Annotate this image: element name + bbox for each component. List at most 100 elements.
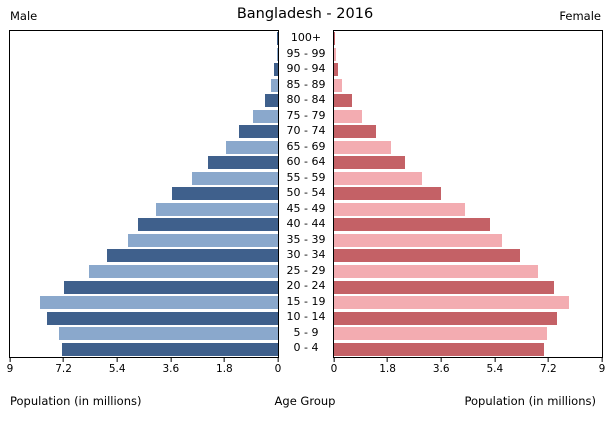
age-group-label-75-79: 75 - 79 <box>286 108 326 122</box>
age-group-label-5-9: 5 - 9 <box>293 325 319 339</box>
female-bar-row-100plus <box>334 31 602 47</box>
female-bar-row-5-9 <box>334 326 602 342</box>
age-group-label-0-4: 0 - 4 <box>293 341 319 355</box>
tick-0: 0 <box>274 358 282 375</box>
female-axes-panel <box>333 30 603 358</box>
female-bar-0-4 <box>334 342 544 356</box>
male-bar-30-34 <box>106 249 278 263</box>
male-header-label: Male <box>10 9 38 23</box>
male-bar-row-45-49 <box>10 202 278 218</box>
female-bar-40-44 <box>334 218 491 232</box>
female-bar-80-84 <box>334 94 352 108</box>
male-bar-85-89 <box>271 78 278 92</box>
male-bar-row-40-44 <box>10 217 278 233</box>
female-bar-70-74 <box>334 125 376 139</box>
tick-mark <box>9 358 11 362</box>
tick-label: 3.6 <box>162 363 180 375</box>
male-bar-row-60-64 <box>10 155 278 171</box>
age-group-label-65-69: 65 - 69 <box>286 139 326 153</box>
age-group-label-85-89: 85 - 89 <box>286 77 326 91</box>
male-bar-row-15-19 <box>10 295 278 311</box>
age-group-label-60-64: 60 - 64 <box>286 155 326 169</box>
female-x-axis-ticks: 0 1.8 3.6 5.4 7.2 9 <box>330 358 605 378</box>
tick-label: 7.2 <box>540 363 557 375</box>
male-bar-row-100plus <box>10 31 278 47</box>
male-bar-row-90-94 <box>10 62 278 78</box>
female-bar-row-40-44 <box>334 217 602 233</box>
age-group-label-100plus: 100+ <box>290 31 322 44</box>
female-bar-65-69 <box>334 140 391 154</box>
female-bar-row-85-89 <box>334 78 602 94</box>
male-bar-row-70-74 <box>10 124 278 140</box>
male-bar-row-80-84 <box>10 93 278 109</box>
female-bar-row-55-59 <box>334 171 602 187</box>
female-bar-row-10-14 <box>334 310 602 326</box>
tick-mark <box>116 358 118 362</box>
female-bar-25-29 <box>334 264 538 278</box>
age-group-label-30-34: 30 - 34 <box>286 248 326 262</box>
male-bar-90-94 <box>274 63 278 77</box>
tick-label: 5.4 <box>486 363 504 375</box>
tick-label: 9 <box>6 363 14 375</box>
male-bar-0-4 <box>62 342 278 356</box>
male-x-axis-ticks: 9 7.2 5.4 3.6 1.8 0 <box>6 358 281 378</box>
female-bar-row-45-49 <box>334 202 602 218</box>
male-bar-25-29 <box>88 264 278 278</box>
tick-mark <box>387 358 389 362</box>
age-group-label-95-99: 95 - 99 <box>286 46 326 60</box>
female-bar-row-80-84 <box>334 93 602 109</box>
male-bar-row-55-59 <box>10 171 278 187</box>
tick-mark <box>601 358 603 362</box>
tick-label: 0 <box>274 363 282 375</box>
female-bar-row-65-69 <box>334 140 602 156</box>
female-header-label: Female <box>559 9 601 23</box>
tick-7.2: 7.2 <box>55 358 72 375</box>
female-bar-30-34 <box>334 249 521 263</box>
male-bar-row-85-89 <box>10 78 278 94</box>
tick-7.2: 7.2 <box>540 358 557 375</box>
female-bar-85-89 <box>334 78 343 92</box>
age-group-label-10-14: 10 - 14 <box>286 310 326 324</box>
female-bar-10-14 <box>334 311 558 325</box>
tick-9: 9 <box>598 358 606 375</box>
female-bar-90-94 <box>334 63 338 77</box>
age-group-label-90-94: 90 - 94 <box>286 62 326 76</box>
chart-title: Bangladesh - 2016 <box>236 6 374 22</box>
male-bar-40-44 <box>138 218 278 232</box>
male-bar-row-75-79 <box>10 109 278 125</box>
female-bar-row-25-29 <box>334 264 602 280</box>
tick-5.4: 5.4 <box>486 358 503 375</box>
female-bar-15-19 <box>334 296 570 310</box>
male-bar-row-50-54 <box>10 186 278 202</box>
age-group-label-80-84: 80 - 84 <box>286 93 326 107</box>
age-group-label-40-44: 40 - 44 <box>286 217 326 231</box>
tick-label: 1.8 <box>216 363 233 375</box>
female-bar-row-90-94 <box>334 62 602 78</box>
male-bar-65-69 <box>225 140 278 154</box>
female-bar-50-54 <box>334 187 442 201</box>
tick-label: 7.2 <box>55 363 72 375</box>
female-bar-row-70-74 <box>334 124 602 140</box>
male-bar-row-20-24 <box>10 279 278 295</box>
tick-mark <box>547 358 549 362</box>
tick-label: 0 <box>330 363 338 375</box>
female-bar-35-39 <box>334 233 503 247</box>
male-bar-60-64 <box>208 156 278 170</box>
tick-label: 9 <box>598 363 606 375</box>
tick-mark <box>170 358 172 362</box>
male-axes-panel <box>9 30 279 358</box>
age-group-label-50-54: 50 - 54 <box>286 186 326 200</box>
male-bar-95-99 <box>276 47 278 61</box>
tick-label: 1.8 <box>379 363 396 375</box>
tick-1.8: 1.8 <box>216 358 233 375</box>
male-bar-15-19 <box>39 296 278 310</box>
tick-5.4: 5.4 <box>109 358 126 375</box>
female-bar-row-75-79 <box>334 109 602 125</box>
female-bar-row-15-19 <box>334 295 602 311</box>
age-group-label-35-39: 35 - 39 <box>286 232 326 246</box>
age-group-label-15-19: 15 - 19 <box>286 294 326 308</box>
male-bar-50-54 <box>172 187 278 201</box>
tick-mark <box>277 358 279 362</box>
female-bar-row-0-4 <box>334 341 602 357</box>
